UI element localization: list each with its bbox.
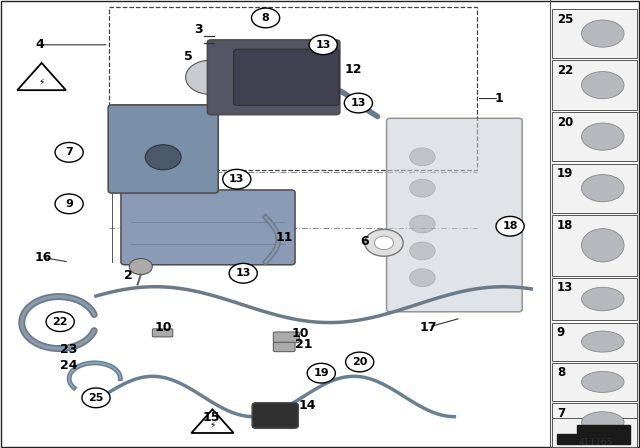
Text: 6: 6 bbox=[360, 235, 369, 249]
FancyBboxPatch shape bbox=[273, 332, 300, 343]
Text: 11: 11 bbox=[276, 231, 294, 244]
Text: 21: 21 bbox=[294, 337, 312, 351]
Text: 3: 3 bbox=[194, 22, 203, 36]
Text: 10: 10 bbox=[292, 327, 310, 340]
Text: 13: 13 bbox=[316, 40, 331, 50]
Text: 10: 10 bbox=[154, 321, 172, 335]
Circle shape bbox=[46, 312, 74, 332]
Circle shape bbox=[410, 179, 435, 197]
Circle shape bbox=[410, 215, 435, 233]
Text: 12: 12 bbox=[344, 63, 362, 76]
Ellipse shape bbox=[582, 175, 624, 202]
Polygon shape bbox=[17, 63, 66, 90]
Text: 19: 19 bbox=[314, 368, 329, 378]
Text: 8: 8 bbox=[557, 366, 565, 379]
Ellipse shape bbox=[582, 228, 624, 262]
Text: 16: 16 bbox=[35, 251, 52, 264]
Bar bbox=[552, 418, 637, 447]
Text: 2: 2 bbox=[124, 269, 132, 282]
FancyBboxPatch shape bbox=[121, 190, 295, 265]
Text: 25: 25 bbox=[557, 13, 573, 26]
Text: 15: 15 bbox=[202, 411, 220, 424]
Circle shape bbox=[374, 236, 394, 250]
Text: 13: 13 bbox=[236, 268, 251, 278]
Circle shape bbox=[344, 93, 372, 113]
Circle shape bbox=[307, 363, 335, 383]
Ellipse shape bbox=[582, 123, 624, 150]
Text: 5: 5 bbox=[184, 49, 193, 63]
Text: 13: 13 bbox=[351, 98, 366, 108]
Text: 22: 22 bbox=[557, 64, 573, 77]
Polygon shape bbox=[557, 425, 630, 444]
FancyBboxPatch shape bbox=[152, 329, 173, 337]
Circle shape bbox=[145, 145, 181, 170]
Text: 7: 7 bbox=[557, 407, 565, 420]
Circle shape bbox=[346, 352, 374, 372]
Bar bbox=[552, 323, 637, 361]
Circle shape bbox=[309, 35, 337, 55]
Circle shape bbox=[229, 263, 257, 283]
Circle shape bbox=[82, 388, 110, 408]
Text: 4: 4 bbox=[35, 38, 44, 52]
Ellipse shape bbox=[582, 20, 624, 47]
Text: 13: 13 bbox=[229, 174, 244, 184]
FancyBboxPatch shape bbox=[273, 342, 295, 352]
Text: 20: 20 bbox=[557, 116, 573, 129]
Circle shape bbox=[410, 242, 435, 260]
Text: 18: 18 bbox=[557, 219, 573, 232]
Text: 22: 22 bbox=[52, 317, 68, 327]
Ellipse shape bbox=[582, 412, 624, 433]
Text: 25: 25 bbox=[88, 393, 104, 403]
Circle shape bbox=[252, 8, 280, 28]
Bar bbox=[552, 112, 637, 161]
Text: 7: 7 bbox=[65, 147, 73, 157]
Circle shape bbox=[365, 229, 403, 256]
Circle shape bbox=[55, 142, 83, 162]
Circle shape bbox=[410, 148, 435, 166]
Bar bbox=[552, 9, 637, 58]
Ellipse shape bbox=[582, 331, 624, 352]
Text: 1: 1 bbox=[495, 92, 504, 105]
Bar bbox=[552, 215, 637, 276]
Text: 24: 24 bbox=[60, 358, 78, 372]
Text: 20: 20 bbox=[352, 357, 367, 367]
FancyBboxPatch shape bbox=[234, 49, 339, 105]
Bar bbox=[552, 363, 637, 401]
FancyBboxPatch shape bbox=[252, 403, 298, 428]
Circle shape bbox=[496, 216, 524, 236]
Text: 18: 18 bbox=[502, 221, 518, 231]
Ellipse shape bbox=[582, 287, 624, 311]
FancyBboxPatch shape bbox=[387, 118, 522, 312]
Ellipse shape bbox=[582, 72, 624, 99]
Text: 17: 17 bbox=[420, 320, 438, 334]
Text: 9: 9 bbox=[557, 326, 565, 339]
Circle shape bbox=[186, 60, 234, 95]
Text: 8: 8 bbox=[262, 13, 269, 23]
Circle shape bbox=[410, 269, 435, 287]
FancyBboxPatch shape bbox=[207, 40, 340, 115]
Bar bbox=[109, 7, 477, 170]
Circle shape bbox=[129, 258, 152, 275]
Circle shape bbox=[223, 169, 251, 189]
Ellipse shape bbox=[582, 371, 624, 392]
Bar bbox=[552, 403, 637, 441]
Text: ⚡: ⚡ bbox=[38, 78, 45, 86]
Text: 13: 13 bbox=[557, 281, 573, 294]
Bar bbox=[552, 60, 637, 110]
Polygon shape bbox=[191, 409, 234, 433]
Text: 19: 19 bbox=[557, 167, 573, 180]
Text: 23: 23 bbox=[60, 343, 78, 356]
Circle shape bbox=[55, 194, 83, 214]
Bar bbox=[552, 278, 637, 320]
Text: 14: 14 bbox=[298, 399, 316, 412]
Text: ⚡: ⚡ bbox=[209, 422, 216, 431]
FancyBboxPatch shape bbox=[108, 105, 218, 193]
Bar bbox=[552, 164, 637, 213]
Text: 411165: 411165 bbox=[579, 438, 613, 447]
Text: 9: 9 bbox=[65, 199, 73, 209]
